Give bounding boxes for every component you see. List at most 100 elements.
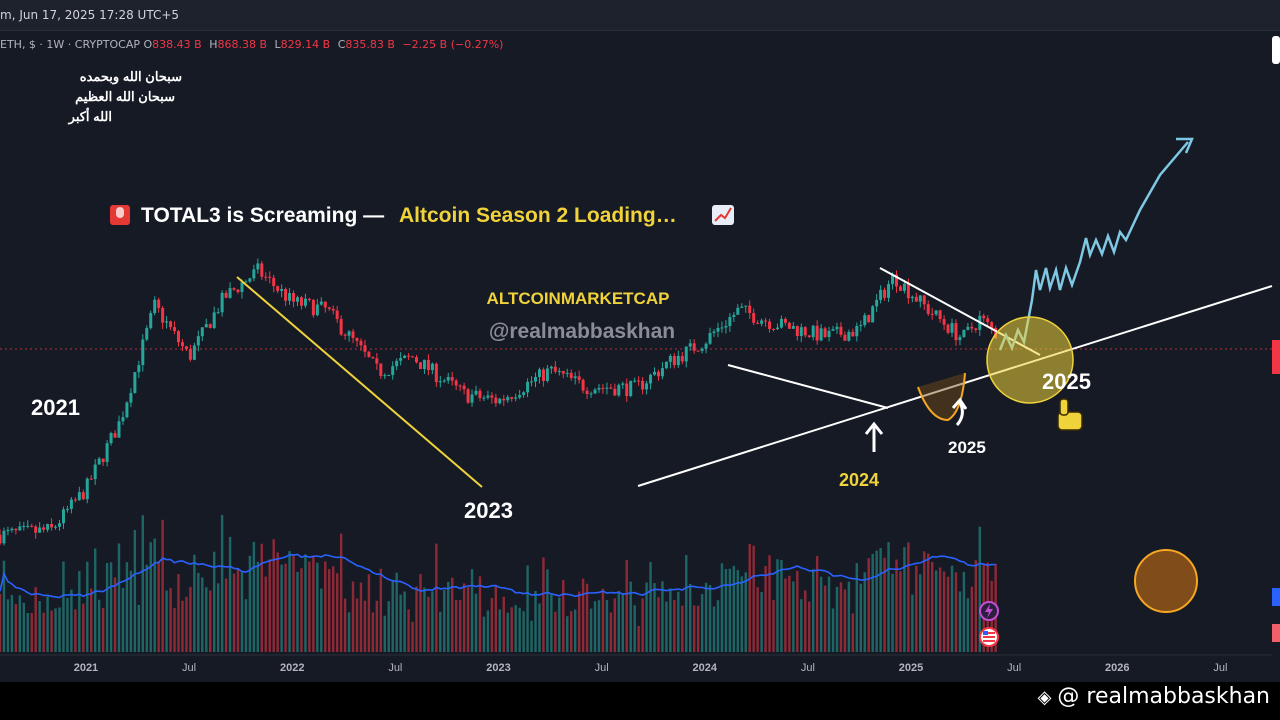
volume-bar <box>526 565 529 652</box>
volume-bar <box>764 566 767 652</box>
candle-body <box>819 328 823 341</box>
candle-body <box>772 328 776 330</box>
candle-body <box>204 324 208 328</box>
watermark-handle: @realmabbaskhan <box>489 320 675 343</box>
volume-bar <box>205 587 208 652</box>
candle-body <box>367 351 371 357</box>
volume-bars <box>0 514 997 652</box>
candle-body <box>855 326 859 337</box>
volume-bar <box>189 586 192 652</box>
volume-bar <box>439 611 442 652</box>
volume-bar <box>780 559 783 652</box>
candle-body <box>990 322 994 329</box>
last-price-marker <box>1272 340 1280 374</box>
candle-body <box>728 316 732 326</box>
volume-bar <box>617 591 621 652</box>
candle-body <box>942 319 946 325</box>
volume-bar <box>613 598 617 652</box>
candle-body <box>914 296 918 302</box>
up-arrow-icon-2024 <box>864 421 884 452</box>
candle-body <box>228 288 232 298</box>
candle-body <box>256 263 260 270</box>
candle-body <box>42 527 46 530</box>
candle-body <box>165 321 169 323</box>
label-2023: 2023 <box>464 498 513 523</box>
volume-bar <box>462 583 466 652</box>
candle-body <box>934 310 938 315</box>
us-flag-badge-icon[interactable] <box>979 627 999 647</box>
candle-body <box>180 342 184 347</box>
volume-bar <box>581 578 585 652</box>
binance-logo-icon: ◈ <box>1037 687 1052 708</box>
candle-body <box>133 372 137 393</box>
volume-bar <box>641 598 644 652</box>
volume-bar <box>97 599 101 652</box>
price-scale-handle[interactable] <box>1272 36 1280 64</box>
candle-body <box>331 308 335 311</box>
x-axis[interactable]: 2021 Jul 2022 Jul 2023 Jul 2024 Jul 2025 Jul 2026 J… <box>0 654 1272 674</box>
volume-bar <box>292 554 295 652</box>
volume-bar <box>264 576 267 652</box>
candle-body <box>704 343 708 349</box>
volume-bar <box>383 615 386 652</box>
lightning-badge-icon[interactable] <box>979 601 999 621</box>
candle-body <box>200 327 204 337</box>
up-arrow-icon-2025 <box>951 397 968 427</box>
volume-bar <box>30 612 33 652</box>
candle-body <box>672 356 676 366</box>
candle-body <box>434 363 438 383</box>
volume-bar <box>958 591 962 652</box>
candle-body <box>232 288 236 290</box>
candle-body <box>617 384 621 396</box>
volume-bar <box>451 577 454 652</box>
volume-bar <box>407 609 410 652</box>
x-tick-label: Jul <box>388 662 402 674</box>
volume-bar <box>736 570 740 652</box>
candle-body <box>276 286 280 292</box>
volume-bar <box>260 543 264 652</box>
candle-body <box>875 299 879 307</box>
candle-body <box>450 376 454 381</box>
volume-bar <box>625 560 628 652</box>
volume-bar <box>518 607 521 652</box>
candle-body <box>549 366 553 369</box>
volume-bar <box>109 562 113 652</box>
candle-body <box>407 355 411 357</box>
volume-bar <box>633 605 636 652</box>
candle-body <box>494 397 498 404</box>
volume-bar <box>577 591 581 652</box>
volume-bar <box>597 600 601 652</box>
volume-bar <box>740 576 743 652</box>
candle-body <box>474 390 478 395</box>
candle-body <box>252 269 256 279</box>
orange-marker-circle[interactable] <box>1134 549 1198 613</box>
volume-bar <box>788 575 791 652</box>
candle-body <box>347 331 351 336</box>
volume-bar <box>851 613 855 652</box>
symbol-label[interactable]: ETH, $ · 1W · CRYPTOCAP <box>0 38 140 51</box>
candle-body <box>391 366 395 375</box>
volume-bar <box>835 586 839 652</box>
candle-body <box>442 380 446 382</box>
volume-bar <box>328 569 331 652</box>
candle-body <box>335 310 339 320</box>
candle-body <box>129 392 133 403</box>
candle-body <box>621 383 625 385</box>
candle-body <box>859 325 863 327</box>
candle-body <box>768 321 772 329</box>
candle-body <box>446 376 450 381</box>
candle-body <box>418 362 422 370</box>
candle-body <box>14 528 18 531</box>
candle-body <box>46 523 50 530</box>
candle-body <box>629 380 633 397</box>
candle-body <box>478 390 482 398</box>
candle-body <box>680 355 684 362</box>
candle-body <box>339 319 343 335</box>
volume-bar <box>379 568 383 652</box>
candle-body <box>26 525 30 527</box>
volume-bar <box>367 574 371 652</box>
candle-body <box>292 293 296 302</box>
volume-bar <box>169 588 172 652</box>
volume-bar <box>712 606 716 652</box>
